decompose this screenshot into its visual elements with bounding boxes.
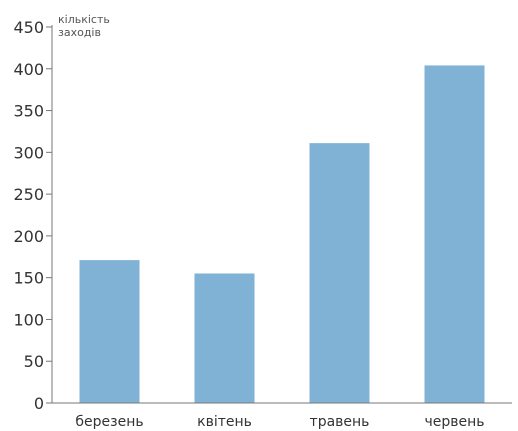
y-axis-label: кількість заходів [58, 13, 110, 39]
bar-червень [424, 65, 485, 404]
y-tick-label: 250 [13, 185, 44, 204]
axes-group [51, 25, 512, 404]
y-axis-label-line: заходів [58, 26, 101, 39]
y-tick-label: 350 [13, 102, 44, 121]
x-category-label: червень [424, 414, 484, 430]
y-tick-label: 300 [13, 143, 44, 162]
x-category-label: травень [310, 414, 370, 430]
x-category-label: квітень [197, 414, 252, 430]
y-tick-label: 0 [34, 394, 44, 413]
y-axis-label-group: кількість заходів [58, 13, 110, 39]
bars-group [79, 65, 485, 404]
x-axis-categories-group: березень квітень травень червень [75, 414, 484, 430]
y-tick-label: 150 [13, 269, 44, 288]
bar-травень [309, 143, 370, 404]
x-category-label: березень [75, 414, 143, 430]
y-tick-label: 50 [24, 352, 44, 371]
y-tick-label: 200 [13, 227, 44, 246]
y-axis-ticks-group: 0 50 100 150 200 250 300 350 400 450 [13, 18, 52, 413]
bar-квітень [194, 273, 255, 403]
y-axis-label-line: кількість [58, 13, 110, 26]
y-tick-label: 450 [13, 18, 44, 37]
y-tick-label: 400 [13, 60, 44, 79]
y-tick-label: 100 [13, 310, 44, 329]
bar-березень [79, 260, 140, 403]
